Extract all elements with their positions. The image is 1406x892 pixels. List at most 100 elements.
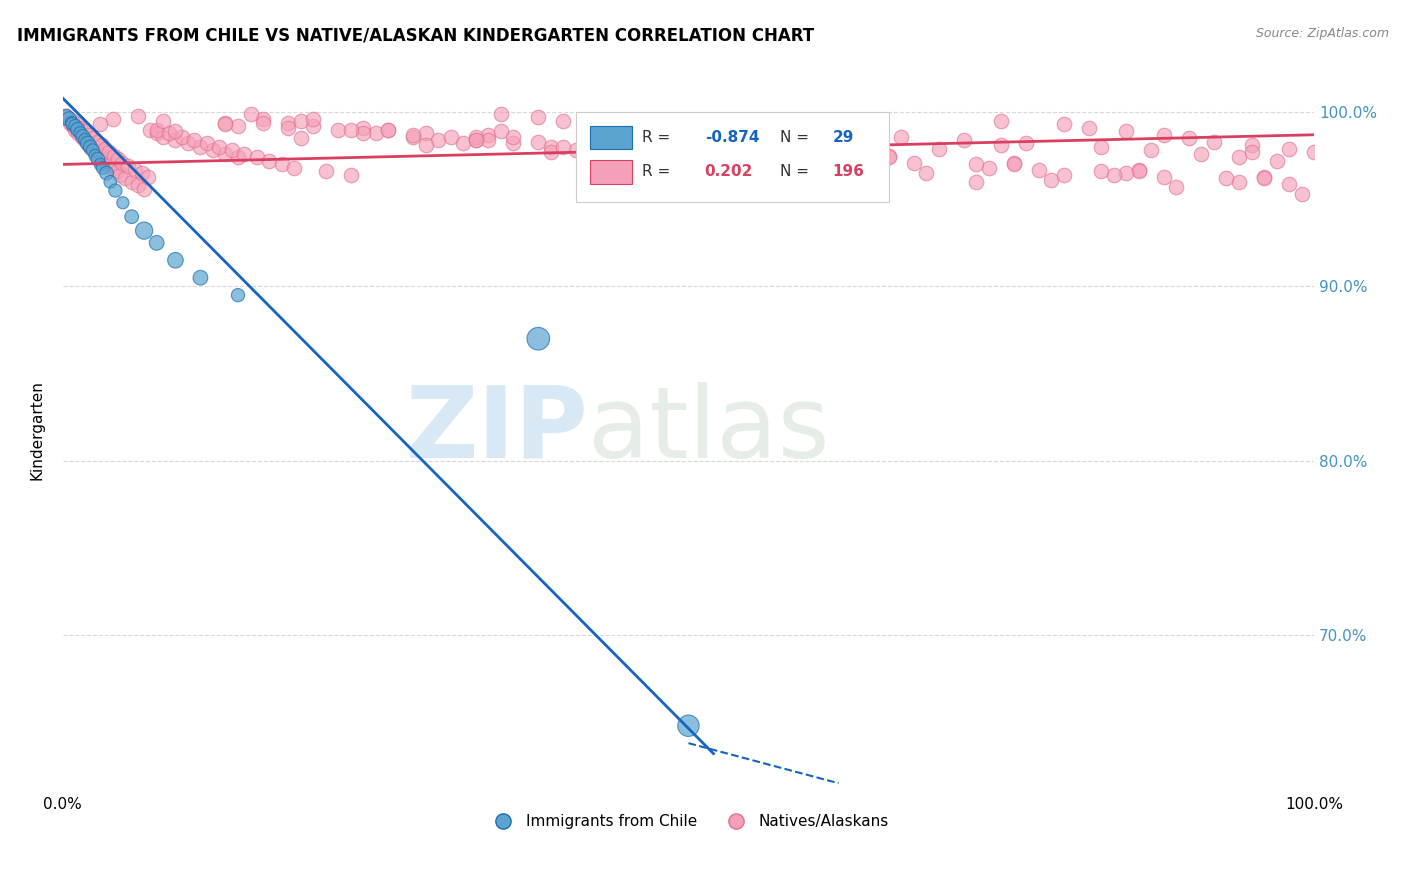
Point <box>56 112 79 126</box>
Point <box>60 113 83 128</box>
Point <box>114 171 136 186</box>
Point <box>990 113 1012 128</box>
Point <box>101 112 124 126</box>
Point <box>690 157 713 171</box>
Point <box>1191 147 1213 161</box>
Point <box>627 136 650 151</box>
Point <box>377 122 399 136</box>
Point <box>121 175 143 189</box>
Point <box>464 133 486 147</box>
Point <box>1128 164 1150 178</box>
Y-axis label: Kindergarten: Kindergarten <box>30 380 44 480</box>
Point <box>1002 155 1025 169</box>
Point <box>527 135 550 149</box>
Point <box>877 150 900 164</box>
Point <box>226 119 249 133</box>
Point <box>165 124 187 138</box>
Point <box>302 112 325 126</box>
Point <box>1166 180 1188 194</box>
Point <box>752 144 775 158</box>
Point <box>1265 153 1288 168</box>
Point <box>55 111 77 125</box>
Point <box>489 107 512 121</box>
Point <box>136 169 159 184</box>
Point <box>96 166 118 180</box>
Point <box>540 140 562 154</box>
Point <box>69 126 91 140</box>
Point <box>553 113 575 128</box>
Point <box>315 164 337 178</box>
Point <box>124 162 146 177</box>
Point <box>139 122 162 136</box>
Point <box>62 119 84 133</box>
Point <box>183 133 205 147</box>
Point <box>94 142 117 156</box>
Point <box>502 129 524 144</box>
Text: Source: ZipAtlas.com: Source: ZipAtlas.com <box>1256 27 1389 40</box>
Point <box>75 133 97 147</box>
Text: R =: R = <box>643 164 675 179</box>
Point <box>252 115 274 129</box>
Point <box>1278 177 1301 191</box>
Point <box>665 152 688 166</box>
Point <box>66 126 89 140</box>
Point <box>190 140 212 154</box>
Point <box>1115 124 1137 138</box>
Point <box>73 124 96 138</box>
FancyBboxPatch shape <box>589 126 633 149</box>
Point <box>678 128 700 142</box>
Point <box>803 135 825 149</box>
Point <box>233 147 256 161</box>
Text: R =: R = <box>643 129 675 145</box>
Point <box>101 161 124 175</box>
Point <box>865 159 887 173</box>
Point <box>1090 164 1112 178</box>
Point <box>170 129 193 144</box>
Point <box>53 109 76 123</box>
Point <box>1240 145 1263 160</box>
Point <box>246 150 269 164</box>
Point <box>82 144 104 158</box>
Point <box>1090 140 1112 154</box>
Point <box>97 157 120 171</box>
Point <box>965 175 987 189</box>
Point <box>464 129 486 144</box>
Point <box>714 144 737 158</box>
Point <box>127 109 149 123</box>
Point <box>402 128 425 142</box>
Point <box>89 157 111 171</box>
Point <box>415 126 437 140</box>
Point <box>76 136 98 151</box>
Point <box>83 144 105 158</box>
Point <box>352 126 374 140</box>
Point <box>839 150 862 164</box>
Point <box>1202 135 1225 149</box>
Point <box>98 145 121 160</box>
Point <box>111 155 134 169</box>
Point <box>208 140 231 154</box>
Point <box>1028 162 1050 177</box>
Point <box>1040 173 1063 187</box>
Point <box>1153 128 1175 142</box>
Point <box>84 149 107 163</box>
Point <box>990 138 1012 153</box>
Point <box>59 115 82 129</box>
Point <box>803 161 825 175</box>
FancyBboxPatch shape <box>589 161 633 184</box>
Point <box>614 120 637 135</box>
Point <box>165 253 187 268</box>
Point <box>1278 142 1301 156</box>
Point <box>55 109 77 123</box>
Point <box>104 184 127 198</box>
Point <box>326 122 349 136</box>
Point <box>157 126 180 140</box>
Point <box>270 157 292 171</box>
Point <box>602 135 624 149</box>
Point <box>82 131 104 145</box>
Point <box>91 161 114 175</box>
Point <box>377 122 399 136</box>
Point <box>740 131 762 145</box>
Point <box>553 140 575 154</box>
Point <box>527 332 550 346</box>
Point <box>714 147 737 161</box>
